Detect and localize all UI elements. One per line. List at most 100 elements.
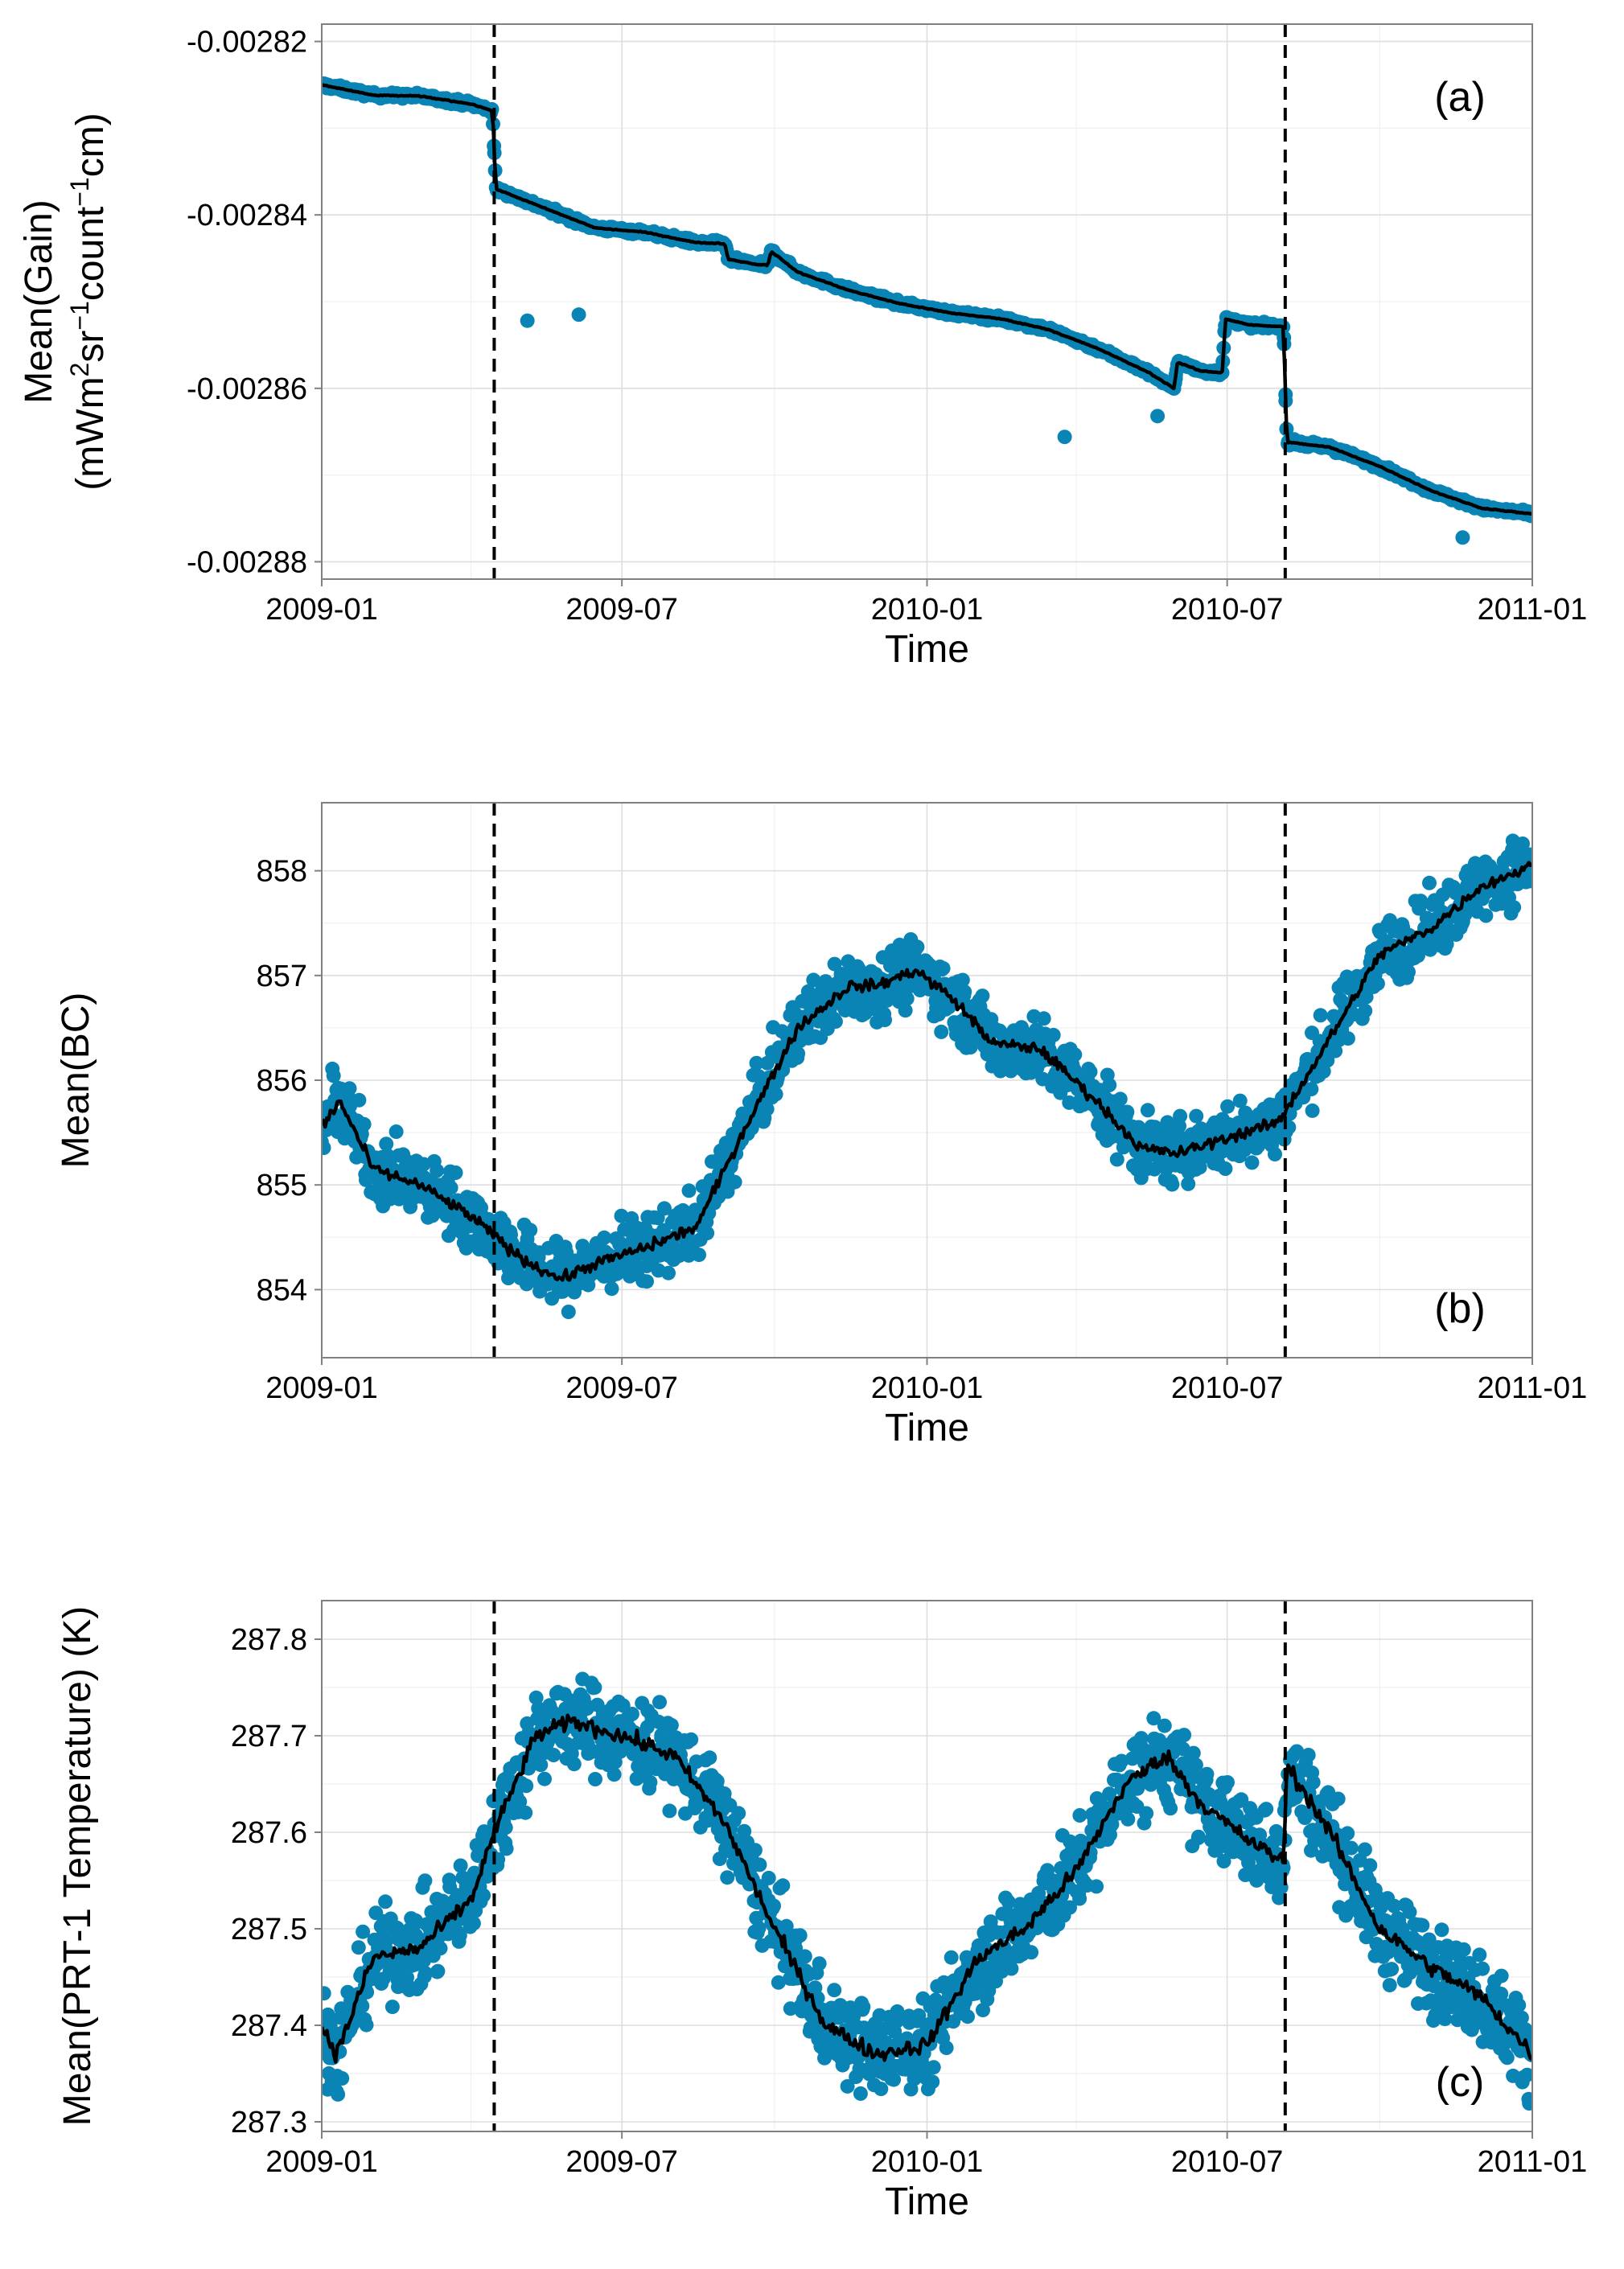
data-point bbox=[606, 1767, 622, 1782]
data-point bbox=[351, 1940, 366, 1955]
data-point bbox=[702, 1750, 717, 1765]
data-point bbox=[466, 1916, 481, 1931]
data-point bbox=[1305, 1103, 1320, 1118]
data-point bbox=[853, 2086, 868, 2101]
data-point bbox=[910, 939, 925, 955]
data-point bbox=[1102, 1078, 1117, 1092]
data-point bbox=[389, 1124, 404, 1139]
chart-panel-a: 2009-01 2009-07 2010-01 2010-07 2011-01-0.00… bbox=[18, 23, 1587, 671]
data-point bbox=[1220, 1099, 1235, 1114]
data-point bbox=[1358, 1003, 1373, 1018]
data-point bbox=[1188, 1757, 1203, 1773]
y-axis-title: Mean(PRT-1 Temperature) (K) bbox=[56, 1606, 99, 2126]
data-point bbox=[1072, 1808, 1087, 1823]
data-layer bbox=[322, 76, 1532, 545]
data-point bbox=[751, 1921, 767, 1936]
data-point bbox=[322, 1141, 331, 1155]
data-point bbox=[1139, 1806, 1154, 1821]
data-point bbox=[342, 1081, 357, 1096]
data-point bbox=[828, 1014, 843, 1029]
data-point bbox=[1063, 1900, 1077, 1915]
y-tick-label: 287.3 bbox=[231, 2106, 307, 2140]
x-tick-label: 2011-01 bbox=[1478, 2145, 1588, 2179]
data-point bbox=[561, 1305, 576, 1319]
data-point bbox=[709, 1774, 725, 1789]
data-point bbox=[788, 1941, 804, 1956]
data-point bbox=[747, 1843, 763, 1858]
x-axis-title: Time bbox=[885, 628, 969, 671]
data-point bbox=[1415, 1918, 1430, 1933]
outlier-point bbox=[1057, 430, 1072, 445]
data-point bbox=[1036, 1011, 1051, 1026]
data-point bbox=[661, 1265, 676, 1280]
data-point bbox=[1165, 1177, 1180, 1192]
data-point bbox=[587, 1680, 602, 1696]
data-point bbox=[1522, 847, 1532, 862]
data-point bbox=[335, 2071, 350, 2086]
data-point bbox=[1232, 1093, 1248, 1108]
x-axis-title: Time bbox=[885, 1407, 969, 1449]
data-point bbox=[856, 2000, 871, 2015]
data-point bbox=[1140, 1103, 1155, 1118]
data-point bbox=[771, 1975, 786, 1990]
data-point bbox=[935, 960, 951, 976]
data-point bbox=[1363, 1858, 1378, 1873]
y-tick-label: 857 bbox=[257, 960, 307, 993]
data-point bbox=[1401, 964, 1416, 980]
data-point bbox=[512, 1794, 528, 1809]
data-point bbox=[597, 1230, 612, 1245]
data-point bbox=[379, 1137, 394, 1152]
x-tick-label: 2009-07 bbox=[565, 2145, 677, 2179]
data-point bbox=[1340, 1826, 1355, 1841]
data-point bbox=[797, 1949, 812, 1964]
data-point bbox=[546, 1748, 561, 1762]
data-point bbox=[717, 1786, 732, 1801]
data-point bbox=[700, 1226, 715, 1241]
data-point bbox=[418, 1966, 433, 1981]
data-point bbox=[681, 1183, 697, 1198]
x-tick-label: 2010-07 bbox=[1171, 2145, 1283, 2179]
data-point bbox=[939, 2041, 954, 2055]
data-point bbox=[453, 1858, 468, 1873]
y-tick-label: -0.00286 bbox=[187, 372, 307, 406]
data-point bbox=[731, 1806, 746, 1821]
x-tick-label: 2009-07 bbox=[565, 1371, 677, 1405]
data-point bbox=[1181, 1176, 1196, 1191]
y-tick-label: 287.6 bbox=[231, 1816, 307, 1850]
data-point bbox=[737, 1823, 752, 1839]
data-point bbox=[1422, 875, 1437, 890]
data-point bbox=[1340, 1031, 1355, 1046]
data-point bbox=[727, 1174, 742, 1190]
chart-panel-b: 2009-01 2009-07 2010-01 2010-07 2011-0185485… bbox=[55, 802, 1588, 1449]
data-point bbox=[934, 1024, 949, 1039]
data-point bbox=[759, 1055, 775, 1071]
data-point bbox=[1133, 1731, 1149, 1746]
data-point bbox=[759, 1101, 775, 1116]
x-tick-label: 2010-01 bbox=[871, 593, 983, 627]
data-point bbox=[1304, 1082, 1319, 1097]
panel-label: (a) bbox=[1434, 74, 1486, 121]
data-point bbox=[968, 1986, 984, 2001]
data-point bbox=[1218, 1161, 1233, 1176]
data-point bbox=[761, 1870, 776, 1885]
data-point bbox=[1024, 1945, 1039, 1960]
data-point bbox=[827, 1983, 842, 1998]
data-point bbox=[692, 1248, 706, 1263]
data-point bbox=[322, 1986, 331, 2001]
data-point bbox=[1244, 1155, 1260, 1170]
data-point bbox=[1259, 1802, 1274, 1817]
x-tick-label: 2009-01 bbox=[265, 2145, 377, 2179]
data-point bbox=[1072, 1891, 1087, 1906]
y-tick-label: 287.5 bbox=[231, 1913, 307, 1946]
data-point bbox=[911, 2008, 927, 2023]
data-point bbox=[518, 1805, 533, 1820]
x-tick-label: 2011-01 bbox=[1478, 1371, 1588, 1405]
daily-points bbox=[322, 833, 1532, 1319]
data-point bbox=[533, 1757, 549, 1773]
data-point bbox=[1157, 1718, 1172, 1733]
y-axis-title: Mean(Gain) bbox=[18, 199, 60, 403]
data-point bbox=[684, 1732, 699, 1747]
data-point bbox=[960, 2009, 975, 2024]
data-point bbox=[356, 1116, 372, 1132]
data-point bbox=[1163, 1801, 1178, 1816]
